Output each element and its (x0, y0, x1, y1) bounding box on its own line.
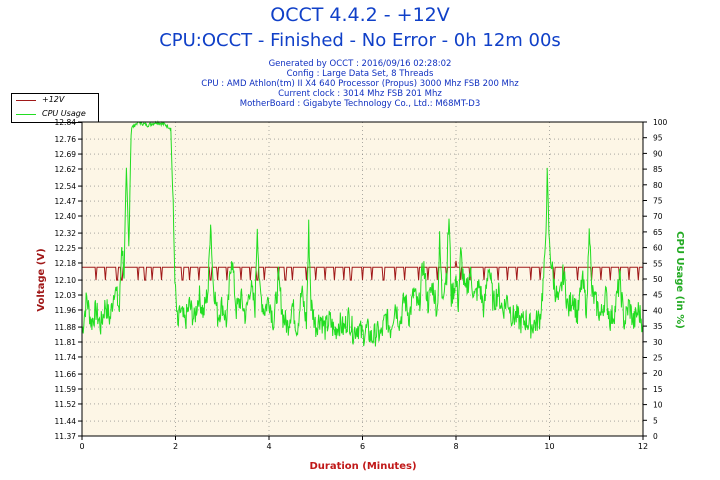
legend-label-voltage: +12V (42, 95, 65, 104)
y-tick-label: 12.84 (55, 118, 77, 127)
y-tick-label: 12.03 (55, 291, 77, 300)
y2-tick-label: 95 (653, 134, 663, 143)
y2-tick-label: 85 (653, 165, 663, 174)
y-tick-label: 11.88 (55, 323, 77, 332)
y2-tick-label: 75 (653, 197, 663, 206)
x-tick-label: 2 (173, 442, 178, 451)
x-tick-label: 10 (544, 442, 554, 451)
y-tick-label: 12.25 (55, 244, 77, 253)
legend-swatch-voltage (16, 100, 36, 101)
y2-tick-label: 60 (653, 244, 663, 253)
y-axis-label: Voltage (V) (36, 248, 47, 311)
y-tick-label: 12.47 (55, 197, 77, 206)
y-tick-label: 11.81 (55, 338, 77, 347)
y-tick-label: 12.40 (55, 212, 77, 221)
info-cpu: CPU : AMD Athlon(tm) II X4 640 Processor… (201, 79, 519, 89)
legend-item-voltage: +12V (12, 94, 98, 107)
y-tick-label: 12.76 (55, 135, 77, 144)
y-tick-label: 12.69 (55, 150, 77, 159)
x-tick-label: 12 (638, 442, 648, 451)
y2-tick-label: 55 (653, 259, 663, 268)
y-tick-label: 11.96 (55, 306, 77, 315)
x-tick-label: 6 (360, 442, 365, 451)
y2-tick-label: 20 (653, 369, 663, 378)
y2-tick-label: 25 (653, 354, 663, 363)
info-motherboard: MotherBoard : Gigabyte Technology Co., L… (239, 99, 481, 109)
series-cpu-line (81, 120, 644, 347)
y2-tick-label: 50 (653, 275, 663, 284)
x-tick-label: 4 (266, 442, 271, 451)
y-tick-label: 11.66 (55, 370, 77, 379)
y2-tick-label: 90 (653, 149, 663, 158)
y-tick-label: 12.18 (55, 259, 77, 268)
y2-tick-label: 5 (653, 416, 658, 425)
info-generated: Generated by OCCT : 2016/09/16 02:28:02 (268, 59, 452, 69)
y-tick-label: 11.44 (55, 417, 77, 426)
y2-tick-label: 70 (653, 212, 663, 221)
y2-tick-label: 45 (653, 291, 663, 300)
x-tick-label: 0 (79, 442, 84, 451)
y2-tick-label: 65 (653, 228, 663, 237)
legend-label-cpu: CPU Usage (42, 109, 86, 118)
y2-tick-label: 35 (653, 322, 663, 331)
y-tick-label: 12.62 (55, 165, 77, 174)
y2-tick-label: 30 (653, 338, 663, 347)
y2-axis-label: CPU Usage (in %) (674, 231, 685, 329)
y2-tick-label: 10 (653, 401, 663, 410)
y-tick-label: 11.52 (55, 400, 77, 409)
y-tick-label: 12.54 (55, 182, 77, 191)
y2-tick-label: 0 (653, 432, 658, 441)
y-tick-label: 11.37 (55, 432, 77, 441)
chart-subtitle: CPU:OCCT - Finished - No Error - 0h 12m … (159, 30, 561, 51)
legend-swatch-cpu (16, 114, 36, 115)
legend-item-cpu: CPU Usage (12, 108, 98, 121)
y-tick-label: 12.10 (55, 276, 77, 285)
y-tick-label: 12.32 (55, 229, 77, 238)
y2-tick-label: 100 (653, 118, 668, 127)
x-axis-label: Duration (Minutes) (309, 461, 416, 472)
y2-tick-label: 80 (653, 181, 663, 190)
y-tick-label: 11.74 (55, 353, 77, 362)
x-tick-label: 8 (453, 442, 458, 451)
series-voltage-line (82, 260, 643, 281)
y-tick-label: 11.59 (55, 385, 77, 394)
info-config: Config : Large Data Set, 8 Threads (286, 69, 434, 79)
info-clock: Current clock : 3014 Mhz FSB 201 Mhz (278, 89, 442, 99)
chart-title: OCCT 4.4.2 - +12V (270, 4, 450, 26)
y2-tick-label: 15 (653, 385, 663, 394)
chart-legend: +12V CPU Usage (11, 93, 99, 123)
y2-tick-label: 40 (653, 306, 663, 315)
